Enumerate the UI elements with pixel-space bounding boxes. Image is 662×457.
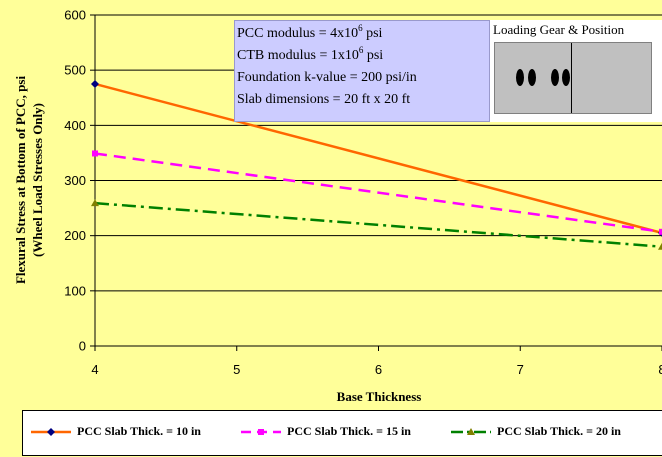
k-value-line: Foundation k-value = 200 psi/in <box>237 70 417 85</box>
slab-dimensions-line: Slab dimensions = 20 ft x 20 ft <box>237 92 411 107</box>
ctb-modulus-exponent: 6 <box>358 45 364 55</box>
y-tick-label: 200 <box>64 228 86 243</box>
data-point <box>91 79 99 88</box>
pcc-modulus-text: PCC modulus = 4x10 <box>237 26 359 41</box>
ctb-modulus-line: CTB modulus = 1x106 psi <box>237 45 489 67</box>
wheel-icon <box>516 69 524 86</box>
series-lines <box>91 79 662 250</box>
loading-gear-title: Loading Gear & Position <box>493 22 625 37</box>
legend-label-20in: PCC Slab Thick. = 20 in <box>497 424 621 438</box>
slab-diagram <box>494 42 652 114</box>
parameters-box: PCC modulus = 4x106 psi CTB modulus = 1x… <box>234 20 490 122</box>
legend: PCC Slab Thick. = 10 in PCC Slab Thick. … <box>22 410 662 456</box>
loading-gear-box: Loading Gear & Position <box>490 20 662 122</box>
x-tick-label: 4 <box>91 362 98 377</box>
legend-label-15in: PCC Slab Thick. = 15 in <box>287 424 411 438</box>
data-point <box>91 199 99 207</box>
y-tick-label: 300 <box>64 173 86 188</box>
x-tick-label: 6 <box>375 362 382 377</box>
y-tick-label: 400 <box>64 118 86 133</box>
legend-swatch-15in <box>241 429 281 435</box>
y-tick-label: 100 <box>64 283 86 298</box>
y-tick-label: 500 <box>64 63 86 78</box>
y-tick-label: 600 <box>64 8 86 23</box>
y-axis-subtitle: (Wheel Load Stresses Only) <box>30 103 45 257</box>
x-tick-labels: 4 5 6 7 8 <box>91 362 662 377</box>
x-axis-title: Base Thickness <box>337 389 422 404</box>
pcc-modulus-line: PCC modulus = 4x106 psi <box>237 23 489 45</box>
x-tick-label: 7 <box>517 362 524 377</box>
legend-swatch-10in <box>31 428 71 436</box>
axes <box>90 14 662 351</box>
wheel-icon <box>562 69 570 86</box>
x-tick-label: 8 <box>658 362 662 377</box>
series-line-0 <box>94 82 662 235</box>
data-point <box>658 242 662 250</box>
pcc-modulus-exponent: 6 <box>358 23 363 33</box>
slab-joint <box>571 43 572 113</box>
ctb-modulus-unit: psi <box>363 48 384 63</box>
y-axis-title: Flexural Stress at Bottom of PCC, psi <box>13 76 28 284</box>
data-point <box>659 228 662 235</box>
series-line-1 <box>94 152 662 234</box>
data-point <box>92 150 98 157</box>
pcc-modulus-unit: psi <box>362 26 383 41</box>
wheel-icon <box>528 69 536 86</box>
series-line-2 <box>94 201 662 248</box>
y-tick-labels: 0 100 200 300 400 500 600 <box>64 8 86 354</box>
wheel-icon <box>551 69 559 86</box>
y-tick-label: 0 <box>79 339 86 354</box>
ctb-modulus-text: CTB modulus = 1x10 <box>237 48 359 63</box>
legend-label-10in: PCC Slab Thick. = 10 in <box>77 424 201 438</box>
x-tick-label: 5 <box>233 362 240 377</box>
legend-swatch-20in <box>451 428 491 435</box>
